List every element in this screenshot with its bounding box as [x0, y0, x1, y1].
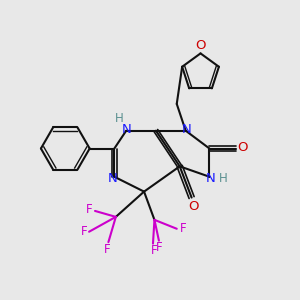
Text: F: F: [151, 244, 158, 257]
Text: F: F: [180, 222, 187, 235]
Text: O: O: [189, 200, 199, 213]
Text: O: O: [195, 40, 206, 52]
Text: F: F: [86, 203, 93, 216]
Text: N: N: [121, 123, 131, 136]
Text: F: F: [156, 241, 163, 254]
Text: F: F: [103, 243, 110, 256]
Text: O: O: [238, 141, 248, 154]
Text: H: H: [114, 112, 123, 125]
Text: N: N: [206, 172, 216, 185]
Text: H: H: [219, 172, 228, 185]
Text: F: F: [80, 225, 87, 238]
Text: N: N: [108, 172, 118, 185]
Text: N: N: [182, 123, 192, 136]
